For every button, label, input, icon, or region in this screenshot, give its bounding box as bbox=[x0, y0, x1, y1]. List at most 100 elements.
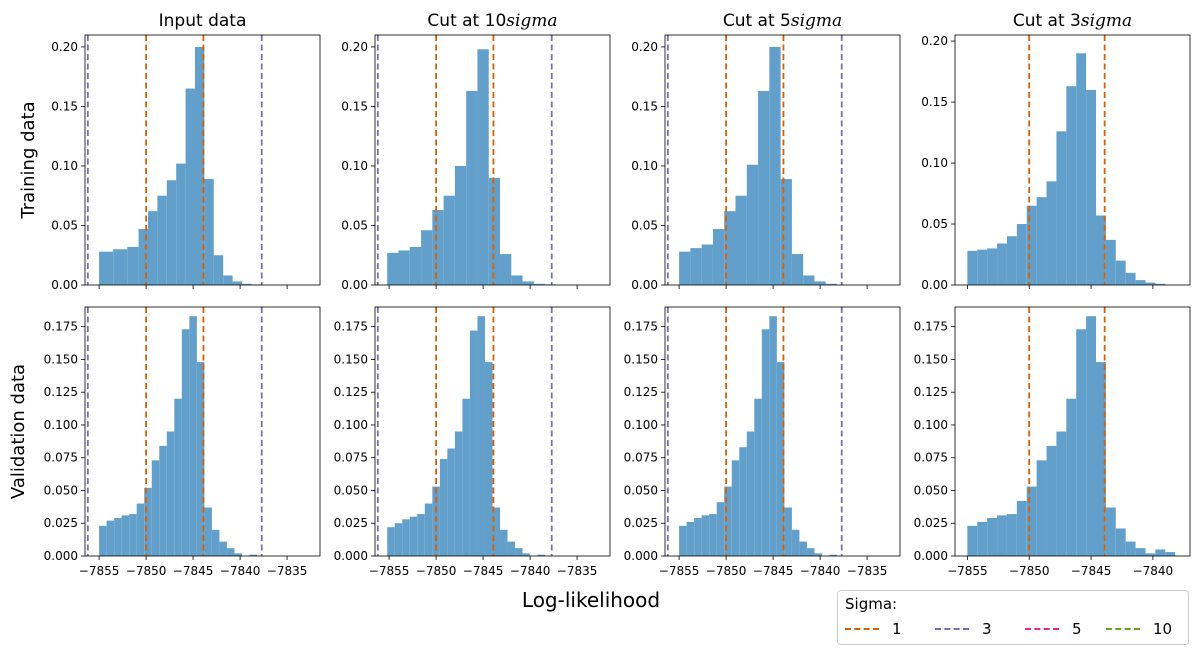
x-tick-label: −7835 bbox=[557, 564, 598, 578]
histogram-bar bbox=[533, 283, 546, 285]
chart-panel-1: 0.00 0.05 0.10 0.15 0.20 Input data bbox=[51, 11, 321, 292]
histogram-bar bbox=[249, 554, 258, 556]
chart-panel-3: 0.00 0.05 0.10 0.15 0.20 Cut at 5sigma bbox=[631, 11, 901, 292]
y-tick-label: 0.00 bbox=[921, 278, 948, 292]
y-tick-label: 0.025 bbox=[624, 516, 658, 530]
y-tick-label: 0.025 bbox=[334, 516, 368, 530]
histogram-bar bbox=[829, 554, 838, 556]
chart-panel-8: 0.000 0.025 0.050 0.075 0.100 0.125 0.150 0.175… bbox=[914, 306, 1191, 578]
chart-panel-7: 0.000 0.025 0.050 0.075 0.100 0.125 0.150 0.175… bbox=[624, 306, 901, 578]
histogram-bar bbox=[409, 246, 422, 285]
histogram-bar bbox=[176, 163, 186, 285]
panel-title: Cut at 10sigma bbox=[427, 11, 557, 31]
histogram-bar bbox=[462, 398, 470, 556]
y-tick-label: 0.175 bbox=[914, 320, 948, 334]
axes-frame bbox=[84, 306, 321, 557]
histogram-bar bbox=[1105, 507, 1116, 556]
histogram-bar bbox=[1006, 514, 1017, 556]
histogram-bar bbox=[716, 502, 725, 556]
histogram-bar bbox=[144, 487, 152, 556]
histogram-bar bbox=[213, 255, 224, 285]
histogram-bar bbox=[791, 254, 804, 285]
histogram-bar bbox=[1096, 215, 1106, 285]
legend-swatch-sigma-3 bbox=[935, 628, 969, 630]
histogram-bar bbox=[421, 230, 433, 285]
histogram-bar bbox=[1016, 500, 1027, 556]
histogram-bar bbox=[223, 275, 233, 285]
x-tick-label: −7850 bbox=[1009, 564, 1050, 578]
y-tick-label: 0.15 bbox=[631, 99, 658, 113]
legend: Sigma: 1 3 5 10 bbox=[837, 590, 1189, 645]
y-tick-label: 0.05 bbox=[921, 217, 948, 231]
histogram-bar bbox=[987, 517, 998, 556]
x-tick-label: −7850 bbox=[126, 564, 167, 578]
y-tick-label: 0.025 bbox=[914, 516, 948, 530]
histogram-bar bbox=[1076, 53, 1087, 286]
y-tick-label: 0.125 bbox=[44, 385, 78, 399]
histogram-bar bbox=[746, 431, 755, 556]
histogram-bar bbox=[1145, 282, 1156, 285]
x-tick-label: −7840 bbox=[510, 564, 551, 578]
histogram-bar bbox=[204, 507, 212, 556]
y-tick-label: 0.10 bbox=[51, 159, 78, 173]
legend-label: 3 bbox=[982, 620, 992, 638]
legend-title: Sigma: bbox=[845, 595, 898, 613]
histogram-bar bbox=[761, 329, 770, 556]
histogram-bar bbox=[537, 554, 546, 556]
histogram-bar bbox=[997, 515, 1007, 556]
histogram-bar bbox=[1086, 89, 1096, 285]
histogram-bar bbox=[522, 281, 534, 285]
y-tick-label: 0.000 bbox=[334, 549, 368, 563]
histogram-bar bbox=[99, 251, 114, 285]
y-tick-label: 0.20 bbox=[341, 40, 368, 54]
histogram-bar bbox=[159, 445, 167, 556]
histogram-bar bbox=[1115, 260, 1126, 285]
axes-frame bbox=[954, 34, 1191, 286]
histogram-bar bbox=[387, 252, 399, 285]
panel-title: Input data bbox=[159, 11, 247, 31]
histogram-bar bbox=[1066, 398, 1077, 556]
histogram-bar bbox=[1155, 549, 1166, 556]
y-tick-label: 0.100 bbox=[334, 418, 368, 432]
histogram-bar bbox=[387, 527, 395, 556]
histogram-bar bbox=[1105, 239, 1116, 285]
histogram-bar bbox=[211, 529, 220, 556]
histogram-bar bbox=[1056, 131, 1067, 285]
y-tick-label: 0.00 bbox=[631, 278, 658, 292]
y-tick-label: 0.175 bbox=[44, 320, 78, 334]
chart-panel-4: 0.00 0.05 0.10 0.15 0.20 Cut at 3sigma bbox=[921, 11, 1191, 292]
histogram-bar bbox=[402, 519, 410, 556]
y-tick-label: 0.025 bbox=[44, 516, 78, 530]
histogram-bar bbox=[157, 195, 167, 285]
histogram-bar bbox=[194, 46, 205, 286]
histogram-bar bbox=[1125, 541, 1136, 556]
histogram-bar bbox=[454, 431, 463, 556]
histogram-bar bbox=[500, 529, 508, 556]
y-tick-label: 0.075 bbox=[44, 451, 78, 465]
histogram-bar bbox=[424, 503, 433, 556]
histogram-bar bbox=[1165, 552, 1176, 556]
histogram-bar bbox=[709, 514, 717, 556]
histogram-bar bbox=[477, 49, 489, 286]
histogram-bar bbox=[166, 431, 175, 556]
histogram-bar bbox=[694, 517, 702, 556]
histogram-bar bbox=[114, 517, 122, 556]
y-tick-label: 0.075 bbox=[624, 451, 658, 465]
histogram-bar bbox=[226, 548, 235, 556]
y-tick-label: 0.05 bbox=[631, 218, 658, 232]
y-tick-label: 0.15 bbox=[341, 99, 368, 113]
y-tick-label: 0.050 bbox=[334, 483, 368, 497]
histogram-bar bbox=[232, 281, 242, 285]
histogram-bar bbox=[825, 283, 838, 285]
histogram-bar bbox=[1056, 431, 1067, 556]
y-tick-label: 0.15 bbox=[921, 95, 948, 109]
chart-panel-6: 0.000 0.025 0.050 0.075 0.100 0.125 0.150 0.175… bbox=[334, 306, 611, 578]
y-tick-label: 0.125 bbox=[334, 385, 368, 399]
legend-label: 10 bbox=[1153, 620, 1173, 638]
y-tick-label: 0.10 bbox=[341, 159, 368, 173]
histogram-bar bbox=[784, 507, 792, 556]
legend-label: 1 bbox=[892, 620, 902, 638]
histogram-bar bbox=[803, 275, 815, 285]
chart-panel-2: 0.00 0.05 0.10 0.15 0.20 Cut at 10sigma bbox=[341, 11, 611, 292]
